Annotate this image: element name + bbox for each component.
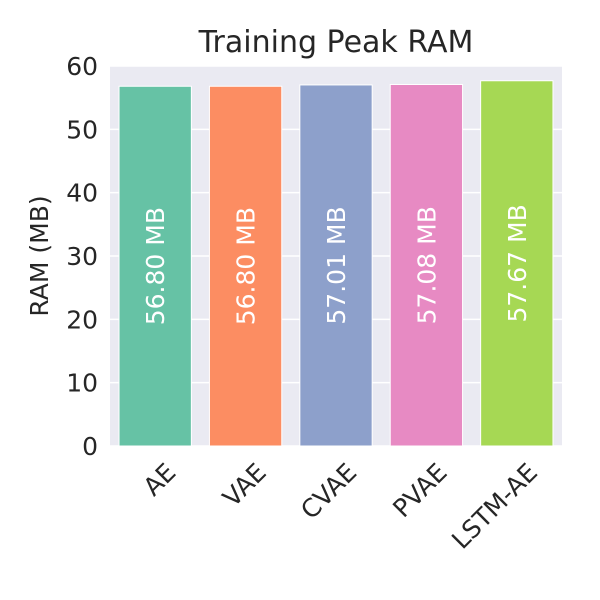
bar-data-label: 57.67 MB: [503, 204, 532, 322]
bar-data-label: 56.80 MB: [232, 207, 261, 325]
x-tick-label: VAE: [217, 458, 272, 513]
y-tick-label: 60: [66, 52, 98, 81]
x-tick-label: AE: [138, 458, 182, 502]
bar-pvae: [389, 83, 464, 447]
y-tick-label: 50: [66, 115, 98, 144]
chart-title: Training Peak RAM: [198, 25, 474, 60]
bar-data-label: 57.08 MB: [412, 206, 441, 324]
y-tick-label: 40: [66, 179, 98, 208]
bar-data-label: 57.01 MB: [322, 206, 351, 324]
bar-labels: 56.80 MB 56.80 MB 57.01 MB 57.08 MB 57.67 MB: [141, 204, 532, 325]
bar-lstm-ae: [480, 80, 554, 447]
y-tick-label: 10: [66, 369, 98, 398]
bars: [118, 80, 554, 447]
x-tick-label: PVAE: [387, 458, 452, 523]
y-tick-label: 20: [66, 305, 98, 334]
y-tick-labels: 0 10 20 30 40 50 60: [66, 52, 98, 461]
bar-vae: [208, 85, 283, 447]
y-tick-label: 0: [82, 432, 98, 461]
y-axis-label: RAM (MB): [25, 195, 54, 316]
bar-ae: [118, 85, 192, 447]
x-tick-label: LSTM-AE: [446, 458, 543, 555]
x-tick-label: CVAE: [295, 458, 362, 525]
bar-data-label: 56.80 MB: [141, 207, 170, 325]
y-tick-label: 30: [66, 242, 98, 271]
bar-cvae: [299, 84, 373, 447]
